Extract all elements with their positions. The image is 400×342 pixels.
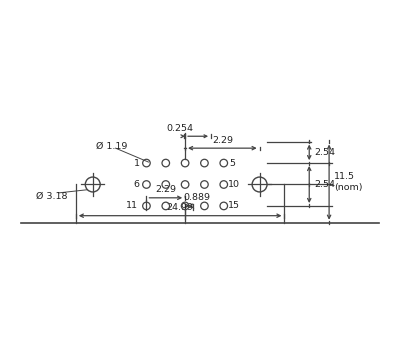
- Text: 0.254: 0.254: [166, 124, 193, 133]
- Text: 10: 10: [228, 180, 240, 189]
- Text: 0.889: 0.889: [183, 193, 210, 202]
- Text: 11: 11: [126, 201, 138, 210]
- Text: 5: 5: [229, 159, 235, 168]
- Text: 24.99: 24.99: [167, 203, 194, 212]
- Text: 2.29: 2.29: [212, 136, 233, 145]
- Text: 11.5
(nom): 11.5 (nom): [334, 172, 362, 192]
- Text: Ø 1.19: Ø 1.19: [96, 142, 127, 151]
- Text: 6: 6: [134, 180, 140, 189]
- Text: 2.29: 2.29: [155, 185, 176, 194]
- Text: 1: 1: [134, 159, 140, 168]
- Text: 15: 15: [228, 201, 240, 210]
- Text: 2.54: 2.54: [314, 180, 335, 189]
- Text: 2.54: 2.54: [314, 148, 335, 157]
- Text: Ø 3.18: Ø 3.18: [36, 191, 68, 200]
